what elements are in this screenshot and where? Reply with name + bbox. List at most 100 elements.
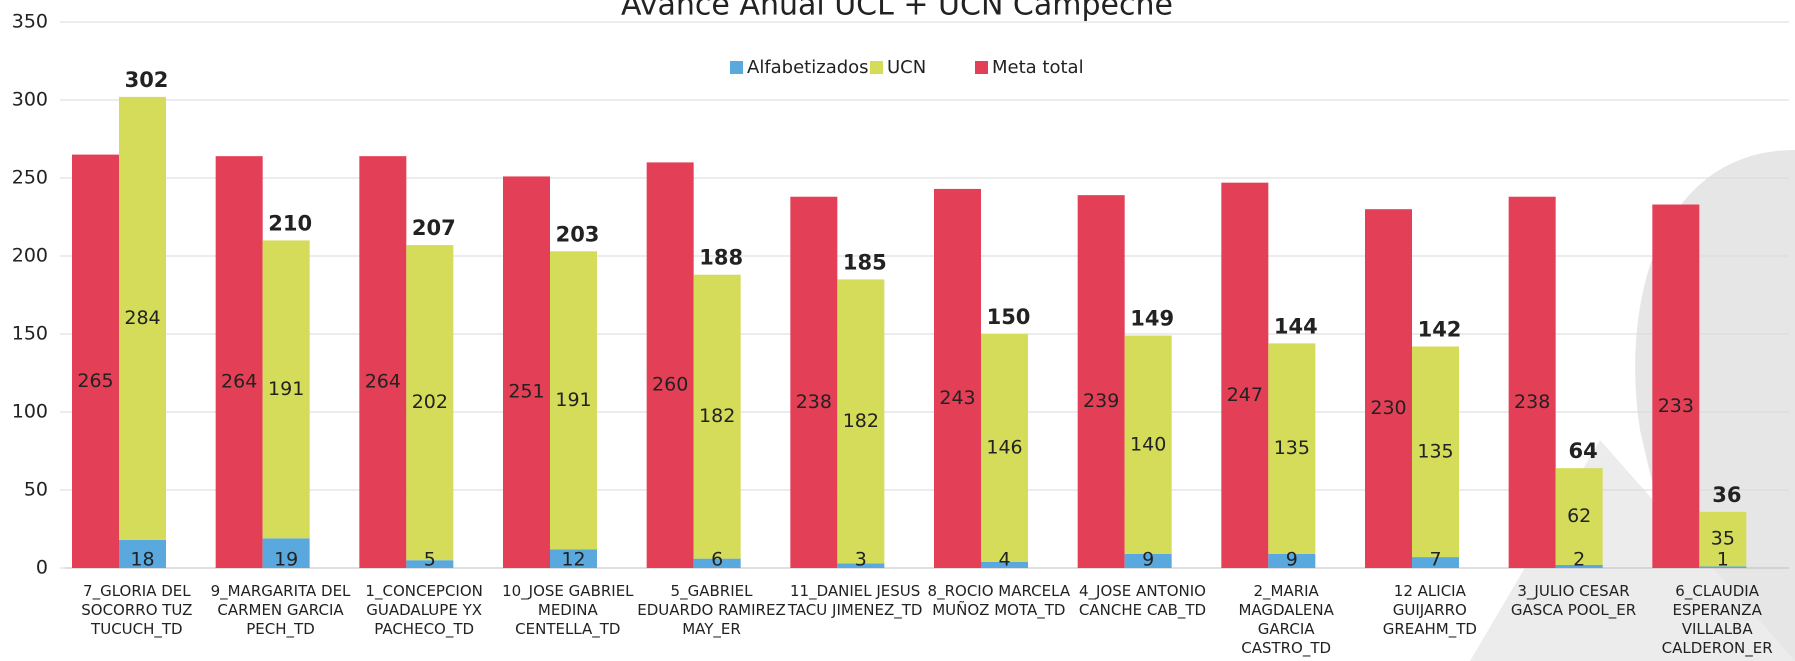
value-label: 18 — [130, 549, 154, 571]
x-tick-label: 7_GLORIA DEL SOCORRO TUZ TUCUCH_TD — [81, 582, 193, 638]
value-label: 251 — [508, 381, 544, 403]
bar-ucn — [1124, 335, 1172, 554]
y-tick-label: 50 — [24, 479, 48, 501]
bar-ucn — [1699, 511, 1747, 567]
y-tick-label: 100 — [12, 401, 48, 423]
bar-ucn — [406, 245, 454, 561]
total-label: 36 — [1712, 483, 1741, 507]
y-tick-label: 200 — [12, 245, 48, 267]
total-label: 64 — [1569, 439, 1598, 463]
value-label: 9 — [1286, 549, 1298, 571]
bar-meta — [359, 156, 407, 568]
bar-meta — [72, 154, 119, 568]
total-label: 302 — [125, 68, 169, 92]
x-tick-label: 8_ROCIO MARCELA MUÑOZ MOTA_TD — [927, 582, 1071, 619]
value-label: 264 — [221, 371, 257, 393]
legend-label: Alfabetizados — [747, 57, 869, 78]
bar-meta — [1365, 209, 1412, 568]
y-tick-label: 150 — [12, 323, 48, 345]
value-label: 284 — [124, 307, 160, 329]
legend-swatch — [870, 61, 883, 74]
bar-alfabetizados — [119, 539, 166, 568]
total-label: 144 — [1274, 314, 1318, 338]
value-label: 230 — [1370, 397, 1406, 419]
value-label: 6 — [711, 549, 723, 571]
y-tick-label: 300 — [12, 89, 48, 111]
legend-swatch — [975, 61, 988, 74]
x-tick-label: 5_GABRIEL EDUARDO RAMIREZ MAY_ER — [637, 582, 786, 638]
value-label: 4 — [998, 549, 1010, 571]
value-label: 239 — [1083, 390, 1119, 412]
bar-meta — [1508, 196, 1556, 568]
value-label: 247 — [1227, 384, 1263, 406]
value-label: 191 — [268, 378, 304, 400]
y-tick-label: 350 — [12, 11, 48, 33]
total-label: 149 — [1130, 307, 1174, 331]
bar-ucn — [550, 251, 597, 550]
bar-meta — [790, 196, 838, 568]
x-tick-label: 9_MARGARITA DEL CARMEN GARCIA PECH_TD — [210, 582, 351, 638]
bar-alfabetizados — [1124, 553, 1172, 568]
value-label: 191 — [555, 389, 591, 411]
bar-ucn — [837, 279, 885, 564]
chart-title: Avance Anual UCL + UCN Campeche — [621, 0, 1173, 23]
value-label: 135 — [1274, 437, 1310, 459]
background-shape — [1470, 440, 1795, 661]
total-label: 142 — [1418, 317, 1462, 341]
bar-meta — [934, 188, 981, 569]
bar-meta — [1652, 204, 1700, 568]
total-label: 150 — [987, 305, 1031, 329]
bar-ucn — [262, 240, 310, 539]
bar-meta — [1077, 195, 1125, 568]
value-label: 265 — [77, 370, 113, 392]
x-tick-label: 12 ALICIA GUIJARRO GREAHM_TD — [1382, 582, 1477, 638]
bar-meta — [503, 176, 550, 568]
value-label: 19 — [274, 549, 298, 571]
total-label: 207 — [412, 216, 456, 240]
bar-ucn — [1268, 343, 1316, 554]
legend-label: Meta total — [992, 57, 1084, 78]
total-label: 210 — [268, 211, 312, 235]
value-label: 243 — [939, 387, 975, 409]
x-tick-label: 10_JOSE GABRIEL MEDINA CENTELLA_TD — [502, 582, 634, 638]
legend-swatch — [730, 61, 743, 74]
value-label: 9 — [1142, 549, 1154, 571]
value-label: 2 — [1573, 549, 1585, 571]
x-tick-label: 11_DANIEL JESUS TACU JIMENEZ_TD — [787, 582, 923, 619]
total-label: 188 — [699, 246, 743, 270]
x-tick-label: 1_CONCEPCION GUADALUPE YX PACHECO_TD — [365, 582, 483, 638]
value-label: 260 — [652, 374, 688, 396]
value-label: 146 — [986, 436, 1022, 458]
bar-alfabetizados — [837, 563, 885, 568]
bar-ucn — [981, 334, 1028, 562]
value-label: 264 — [365, 371, 401, 393]
value-label: 182 — [699, 405, 735, 427]
value-label: 135 — [1417, 440, 1453, 462]
value-label: 12 — [561, 549, 585, 571]
value-label: 7 — [1429, 549, 1441, 571]
bar-alfabetizados — [1268, 553, 1316, 568]
legend-label: UCN — [887, 57, 926, 78]
bar-meta — [646, 162, 694, 568]
bar-ucn — [1412, 346, 1459, 558]
bar-alfabetizados — [693, 558, 741, 568]
x-tick-label: 6_CLAUDIA ESPERANZA VILLALBA CALDERON_ER — [1661, 582, 1773, 657]
value-label: 238 — [796, 391, 832, 413]
bar-ucn — [119, 96, 166, 540]
bar-alfabetizados — [981, 561, 1028, 568]
value-label: 35 — [1711, 528, 1735, 550]
bar-alfabetizados — [406, 560, 454, 568]
bar-ucn — [693, 274, 741, 559]
value-label: 202 — [412, 391, 448, 413]
y-tick-label: 250 — [12, 167, 48, 189]
x-tick-label: 2_MARIA MAGDALENA GARCIA CASTRO_TD — [1238, 582, 1334, 657]
bar-alfabetizados — [1699, 566, 1747, 568]
bar-alfabetizados — [1555, 564, 1603, 568]
x-tick-label: 4_JOSE ANTONIO CANCHE CAB_TD — [1078, 582, 1207, 619]
total-label: 203 — [556, 222, 600, 246]
value-label: 3 — [855, 549, 867, 571]
value-label: 5 — [424, 549, 436, 571]
value-label: 182 — [843, 410, 879, 432]
